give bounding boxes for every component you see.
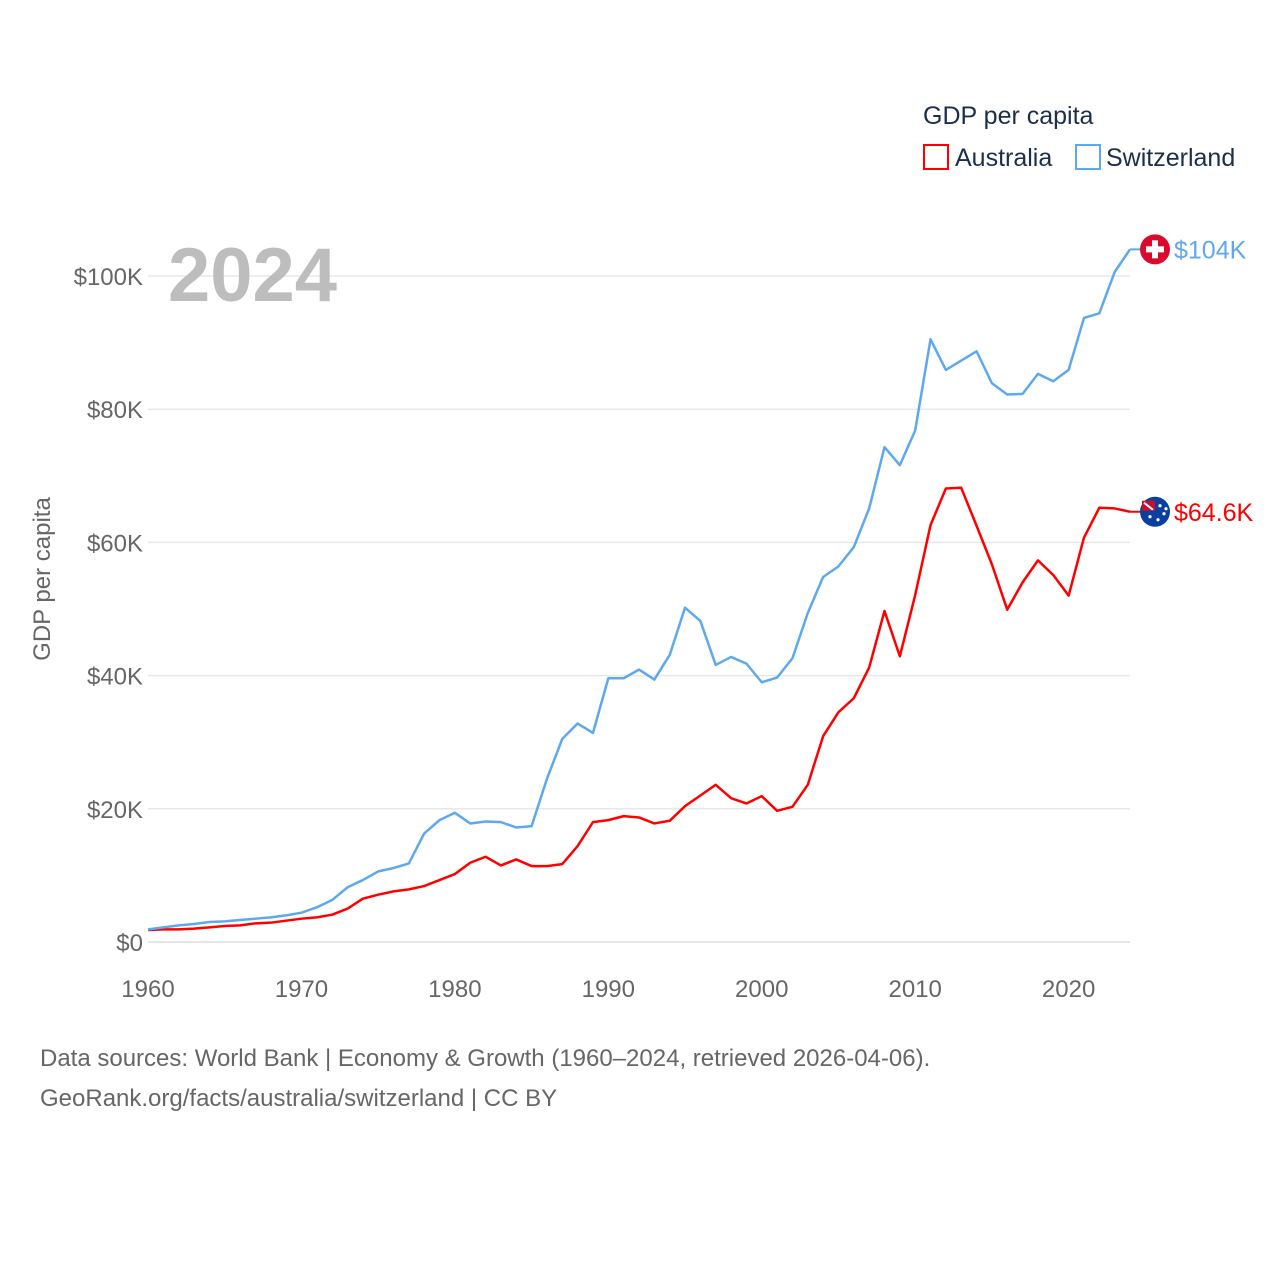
y-tick-label: $80K	[87, 397, 143, 424]
footer-sources: Data sources: World Bank | Economy & Gro…	[40, 1045, 931, 1072]
legend-item-switzerland[interactable]: Switzerland	[1075, 144, 1235, 172]
y-tick-label: $20K	[87, 797, 143, 824]
legend-swatch-switzerland	[1075, 144, 1101, 170]
legend-label-australia: Australia	[955, 144, 1052, 172]
y-tick-label: $40K	[87, 664, 143, 691]
y-axis-label: GDP per capita	[29, 497, 56, 661]
x-tick-label: 1980	[428, 976, 481, 1003]
legend-label-switzerland: Switzerland	[1106, 144, 1235, 172]
year-watermark: 2024	[168, 233, 337, 318]
series-line-switzerland[interactable]	[147, 248, 1132, 931]
x-tick-label: 1970	[275, 976, 328, 1003]
x-tick-label: 2010	[888, 976, 941, 1003]
switzerland-flag-icon	[1140, 234, 1170, 265]
x-tick-label: 2000	[735, 976, 788, 1003]
australia-flag-icon	[1140, 496, 1170, 527]
y-tick-label: $60K	[87, 530, 143, 557]
end-label-switzerland: $104K	[1174, 236, 1247, 264]
legend-title: GDP per capita	[923, 102, 1094, 130]
y-tick-label: $100K	[74, 264, 143, 291]
legend-swatch-australia	[923, 144, 949, 170]
y-tick-label: $0	[116, 930, 143, 957]
x-tick-label: 1990	[582, 976, 635, 1003]
series-line-australia[interactable]	[147, 486, 1131, 932]
legend-item-australia[interactable]: Australia	[923, 144, 1052, 172]
x-tick-label: 1960	[121, 976, 174, 1003]
footer-attribution[interactable]: GeoRank.org/facts/australia/switzerland …	[40, 1085, 558, 1112]
x-tick-label: 2020	[1042, 976, 1095, 1003]
end-label-australia: $64.6K	[1174, 499, 1254, 527]
